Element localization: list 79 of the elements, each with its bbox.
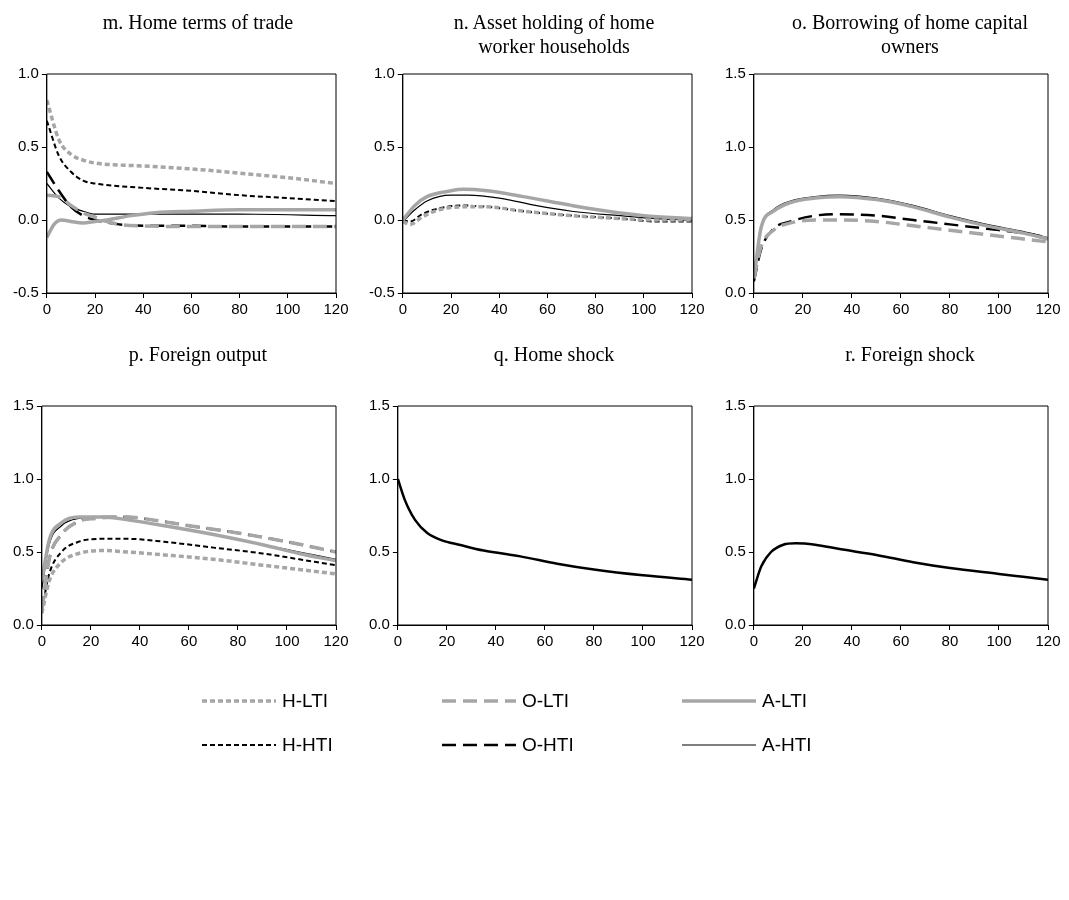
- x-tick-label: 0: [398, 300, 408, 318]
- x-tick-label: 0: [42, 300, 52, 318]
- x-tick-label: 40: [487, 632, 505, 650]
- y-tick-label: 1.0: [368, 469, 390, 487]
- y-tick-label: 0.5: [17, 137, 39, 155]
- y-tick-label: 0.0: [373, 210, 395, 228]
- x-tick-label: 120: [1035, 632, 1061, 650]
- x-tick-label: 40: [843, 300, 861, 318]
- legend-label: A-LTI: [762, 690, 808, 712]
- x-tick-label: 60: [180, 632, 198, 650]
- x-tick-label: 100: [986, 632, 1012, 650]
- y-tick-label: 0.5: [724, 542, 746, 560]
- x-tick-label: 40: [134, 300, 152, 318]
- x-tick-label: 20: [438, 632, 456, 650]
- y-tick-label: 1.5: [12, 396, 34, 414]
- y-tick-label: -0.5: [368, 283, 395, 301]
- y-tick-label: 0.0: [12, 615, 34, 633]
- x-tick-label: 20: [794, 632, 812, 650]
- x-tick-label: 100: [630, 632, 656, 650]
- x-tick-label: 80: [941, 632, 959, 650]
- x-tick-label: 20: [82, 632, 100, 650]
- x-tick-label: 0: [393, 632, 403, 650]
- chart-title: m. Home terms of trade: [101, 10, 295, 35]
- x-tick-label: 0: [749, 300, 759, 318]
- x-tick-label: 60: [539, 300, 556, 318]
- legend-label: O-HTI: [522, 734, 574, 756]
- y-tick-label: 1.0: [17, 64, 39, 82]
- x-tick-label: 100: [275, 300, 301, 318]
- x-tick-label: 120: [679, 632, 705, 650]
- x-tick-label: 20: [794, 300, 812, 318]
- x-tick-label: 80: [229, 632, 247, 650]
- chart-title: q. Home shock: [492, 342, 616, 368]
- y-tick-label: 1.0: [724, 469, 746, 487]
- y-tick-label: 1.5: [368, 396, 390, 414]
- y-tick-label: 1.5: [724, 64, 746, 82]
- chart-title: n. Asset holding of home worker households: [452, 10, 656, 59]
- x-tick-label: 80: [585, 632, 603, 650]
- x-tick-label: 40: [131, 632, 149, 650]
- x-tick-label: 60: [892, 632, 910, 650]
- legend-label: A-HTI: [762, 734, 812, 756]
- y-tick-label: 0.5: [12, 542, 34, 560]
- x-tick-label: 80: [941, 300, 959, 318]
- x-tick-label: 100: [274, 632, 300, 650]
- x-tick-label: 120: [1035, 300, 1061, 318]
- x-tick-label: 0: [749, 632, 759, 650]
- x-tick-label: 60: [536, 632, 554, 650]
- x-tick-label: 80: [231, 300, 248, 318]
- y-tick-label: 0.0: [724, 283, 746, 301]
- x-tick-label: 40: [843, 632, 861, 650]
- y-tick-label: 0.5: [368, 542, 390, 560]
- line-series: [46, 98, 336, 186]
- chart-title: r. Foreign shock: [844, 342, 976, 368]
- y-tick-label: 1.0: [373, 64, 395, 82]
- chart-title: o. Borrowing of home capital owners: [790, 10, 1030, 59]
- y-tick-label: 0.5: [373, 137, 395, 155]
- legend-label: H-HTI: [282, 734, 333, 756]
- y-tick-label: 0.0: [368, 615, 390, 633]
- y-tick-label: 1.0: [12, 469, 34, 487]
- x-tick-label: 100: [631, 300, 657, 318]
- x-tick-label: 40: [490, 300, 508, 318]
- y-tick-label: -0.5: [12, 283, 39, 301]
- chart-title: p. Foreign output: [127, 342, 269, 368]
- y-tick-label: 0.5: [724, 210, 746, 228]
- y-tick-label: 1.5: [724, 396, 746, 414]
- x-tick-label: 100: [986, 300, 1012, 318]
- x-tick-label: 120: [679, 300, 705, 318]
- x-tick-label: 20: [442, 300, 460, 318]
- x-tick-label: 120: [323, 632, 349, 650]
- legend-label: H-LTI: [282, 690, 329, 712]
- x-tick-label: 20: [86, 300, 104, 318]
- y-tick-label: 0.0: [724, 615, 746, 633]
- legend-label: O-LTI: [522, 690, 570, 712]
- x-tick-label: 60: [892, 300, 910, 318]
- y-tick-label: 0.0: [17, 210, 39, 228]
- y-tick-label: 1.0: [724, 137, 746, 155]
- x-tick-label: 0: [37, 632, 47, 650]
- x-tick-label: 120: [323, 300, 349, 318]
- x-tick-label: 80: [587, 300, 604, 318]
- x-tick-label: 60: [183, 300, 200, 318]
